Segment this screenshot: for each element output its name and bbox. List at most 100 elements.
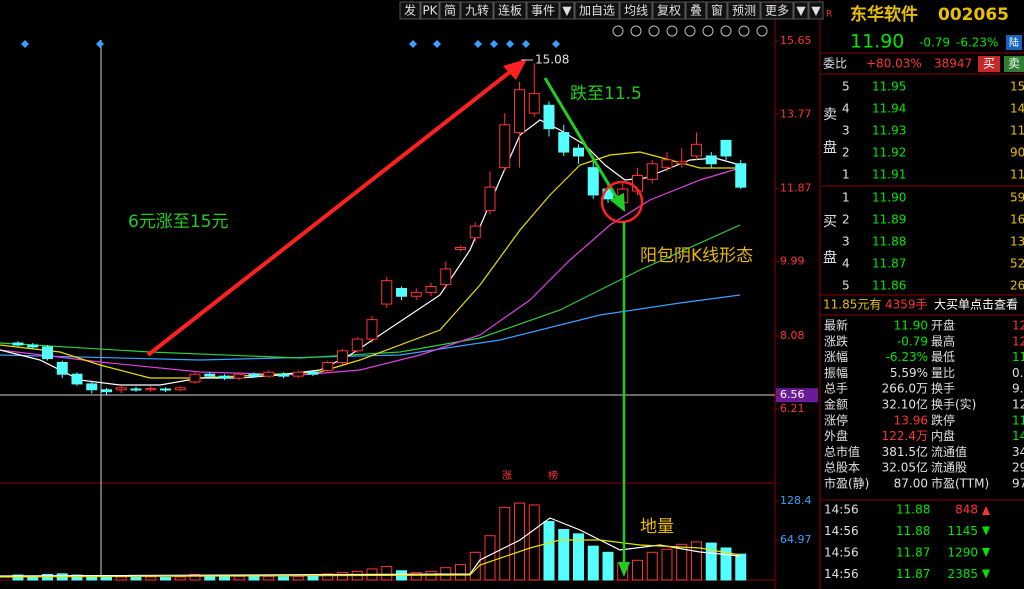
icon[interactable]	[666, 25, 678, 37]
volume-label: 64.97	[780, 533, 812, 546]
panel-text: 卖	[1008, 57, 1020, 71]
panel-text: 5	[842, 279, 850, 293]
panel-text: 12.5	[1012, 319, 1024, 333]
toolbar-label[interactable]: 九转	[465, 3, 489, 18]
icon[interactable]	[738, 25, 750, 37]
panel-text: 量比	[931, 366, 955, 380]
panel-text: 买	[983, 57, 995, 71]
volume-bar	[101, 576, 112, 581]
panel-text: 开盘	[931, 318, 955, 333]
panel-text: 122.4万	[882, 429, 928, 443]
toolbar-label[interactable]: ▼	[796, 4, 806, 18]
toolbar-label[interactable]: PK	[422, 4, 438, 18]
panel-text: 跌停	[931, 412, 955, 427]
panel-text: 换手(实)	[931, 397, 976, 412]
panel-text: 13.96	[894, 413, 928, 427]
icon[interactable]	[702, 25, 714, 37]
toolbar-button[interactable]	[685, 1, 707, 20]
volume-bar	[484, 535, 496, 581]
toolbar-button[interactable]	[652, 1, 686, 20]
candle-body	[587, 167, 599, 196]
big-order-link: 大买单点击查看	[934, 298, 1018, 312]
panel-text: 涨停	[824, 412, 848, 427]
toolbar-button[interactable]	[793, 1, 809, 20]
toolbar-label[interactable]: 加自选	[579, 4, 615, 18]
panel-text: 盘	[823, 249, 837, 266]
toolbar-label[interactable]: 更多	[765, 4, 789, 18]
icon[interactable]	[756, 25, 768, 37]
candle-body	[160, 388, 171, 391]
panel-text: 1352	[1010, 235, 1024, 249]
toolbar-label[interactable]: 发	[404, 3, 416, 18]
arrow-head	[610, 193, 625, 212]
icon[interactable]	[612, 25, 624, 37]
panel-text: 11.86	[872, 279, 906, 293]
candle-body	[86, 383, 98, 391]
panel-text: 11.87	[896, 567, 930, 581]
panel-text: 最新	[824, 318, 848, 333]
vol-ma-line	[0, 539, 741, 578]
candle-body	[735, 163, 747, 188]
panel-text: 11.88	[872, 235, 906, 249]
sell-button[interactable]	[1004, 56, 1024, 72]
candle-body	[691, 143, 702, 157]
panel-text: 266.0万	[882, 382, 928, 396]
icon[interactable]	[720, 25, 732, 37]
candle-body	[661, 159, 673, 169]
candle-body	[130, 388, 142, 391]
stock-code: 002065	[938, 5, 1009, 25]
volume-bar	[735, 553, 747, 581]
toolbar-button[interactable]	[706, 1, 728, 20]
panel-text: 14:56	[824, 567, 859, 581]
toolbar-label[interactable]: 叠	[690, 4, 702, 18]
candle-body	[720, 139, 732, 157]
toolbar-label[interactable]: 复权	[657, 4, 681, 18]
buy-button[interactable]	[978, 56, 1000, 72]
toolbar-label[interactable]: 简	[444, 4, 456, 18]
candle-body	[248, 373, 260, 377]
candle-body	[101, 389, 112, 393]
price-label: 8.08	[780, 329, 805, 342]
panel-text: 381.5亿	[882, 444, 928, 459]
toolbar-button[interactable]	[439, 1, 461, 20]
toolbar-label[interactable]: 预测	[732, 4, 756, 18]
panel-text: -6.23%	[956, 36, 998, 50]
volume-bar	[130, 577, 142, 581]
volume-bar	[720, 547, 732, 581]
toolbar-button[interactable]	[619, 1, 653, 20]
panel-text: 38947	[934, 57, 972, 71]
icon[interactable]	[630, 25, 642, 37]
rise-label: 6元涨至15元	[128, 212, 228, 232]
candle-body	[705, 155, 717, 165]
ma-line	[0, 224, 741, 359]
toolbar-label[interactable]: ▼	[811, 4, 821, 18]
toolbar-button[interactable]	[526, 1, 560, 20]
toolbar-button[interactable]	[760, 1, 794, 20]
price-label: 9.99	[780, 255, 805, 268]
icon[interactable]	[684, 25, 696, 37]
toolbar-button[interactable]	[808, 1, 824, 20]
candle-body	[42, 346, 53, 360]
panel-text: 3	[842, 235, 850, 249]
toolbar-button[interactable]	[460, 1, 494, 20]
toolbar-button[interactable]	[727, 1, 761, 20]
panel-text: 11.89	[872, 213, 906, 227]
toolbar-button[interactable]	[574, 1, 620, 20]
toolbar-label[interactable]: 事件	[531, 4, 555, 18]
toolbar-button[interactable]	[559, 1, 575, 20]
toolbar-button[interactable]	[493, 1, 527, 20]
toolbar-label[interactable]: 均线	[624, 4, 648, 18]
toolbar-button[interactable]	[399, 1, 421, 20]
toolbar-label[interactable]: 连板	[498, 3, 522, 18]
panel-text: 29.08亿	[1012, 460, 1024, 475]
panel-text: 11.88	[896, 524, 930, 538]
panel-text: +80.03%	[866, 57, 922, 71]
icon[interactable]	[648, 25, 660, 37]
toolbar-button[interactable]	[420, 1, 440, 20]
panel-text: 143.6万	[1012, 429, 1024, 443]
toolbar-label[interactable]: ▼	[562, 4, 572, 18]
panel-text: 87.00	[894, 477, 928, 491]
last-price: 11.90	[850, 31, 904, 53]
toolbar-label[interactable]: 窗	[711, 4, 723, 18]
